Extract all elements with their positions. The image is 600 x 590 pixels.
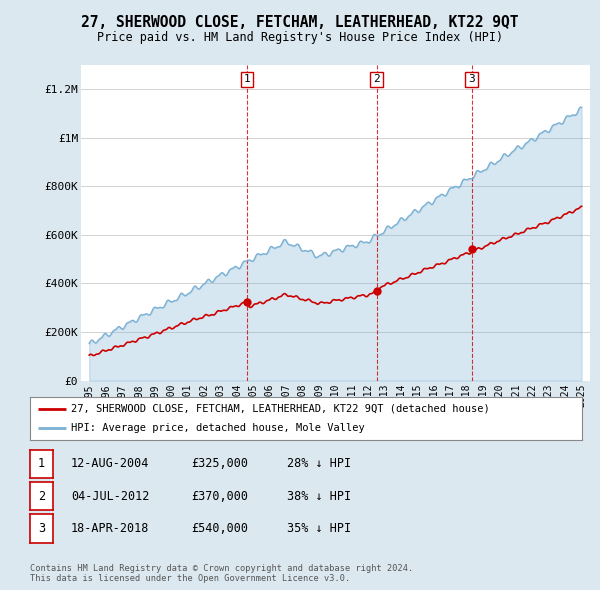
Text: £325,000: £325,000: [191, 457, 248, 470]
Text: 28% ↓ HPI: 28% ↓ HPI: [287, 457, 351, 470]
Text: 38% ↓ HPI: 38% ↓ HPI: [287, 490, 351, 503]
Text: 2: 2: [373, 74, 380, 84]
Text: 27, SHERWOOD CLOSE, FETCHAM, LEATHERHEAD, KT22 9QT (detached house): 27, SHERWOOD CLOSE, FETCHAM, LEATHERHEAD…: [71, 404, 490, 414]
Text: HPI: Average price, detached house, Mole Valley: HPI: Average price, detached house, Mole…: [71, 423, 365, 433]
Text: 1: 1: [244, 74, 250, 84]
Text: 3: 3: [38, 522, 45, 535]
Text: 1: 1: [38, 457, 45, 470]
Text: Price paid vs. HM Land Registry's House Price Index (HPI): Price paid vs. HM Land Registry's House …: [97, 31, 503, 44]
Text: 27, SHERWOOD CLOSE, FETCHAM, LEATHERHEAD, KT22 9QT: 27, SHERWOOD CLOSE, FETCHAM, LEATHERHEAD…: [81, 15, 519, 30]
Text: 04-JUL-2012: 04-JUL-2012: [71, 490, 149, 503]
Text: 18-APR-2018: 18-APR-2018: [71, 522, 149, 535]
Text: 2: 2: [38, 490, 45, 503]
Text: 3: 3: [468, 74, 475, 84]
Text: £370,000: £370,000: [191, 490, 248, 503]
Text: £540,000: £540,000: [191, 522, 248, 535]
Text: 35% ↓ HPI: 35% ↓ HPI: [287, 522, 351, 535]
Text: Contains HM Land Registry data © Crown copyright and database right 2024.
This d: Contains HM Land Registry data © Crown c…: [30, 563, 413, 583]
Text: 12-AUG-2004: 12-AUG-2004: [71, 457, 149, 470]
